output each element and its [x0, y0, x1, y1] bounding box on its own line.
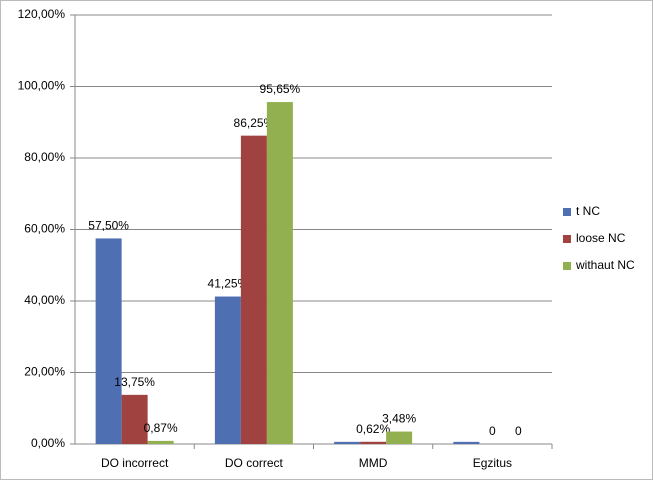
bar	[334, 441, 361, 444]
data-label: 57,50%	[88, 219, 129, 233]
y-tick-label: 40,00%	[24, 293, 65, 307]
y-tick-label: 120,00%	[18, 7, 66, 21]
data-label: 13,75%	[114, 375, 155, 389]
y-tick-label: 0,00%	[31, 436, 65, 450]
data-label: 86,25%	[234, 116, 275, 130]
data-label: 0,62%	[356, 422, 390, 436]
x-tick-label: DO incorrect	[101, 456, 169, 470]
data-label: 95,65%	[260, 82, 301, 96]
bar	[214, 296, 241, 444]
bar	[147, 440, 174, 444]
x-tick-label: MMD	[359, 456, 388, 470]
y-tick-label: 100,00%	[18, 79, 66, 93]
y-tick-label: 80,00%	[24, 150, 65, 164]
legend-label: loose NC	[576, 231, 626, 245]
data-label: 3,48%	[382, 412, 416, 426]
bar	[360, 441, 387, 444]
data-label: 0	[489, 424, 496, 438]
legend-swatch	[563, 208, 571, 216]
data-label: 41,25%	[208, 277, 249, 291]
bar	[386, 431, 413, 444]
bar	[95, 238, 122, 444]
data-label: 0	[515, 424, 522, 438]
y-tick-label: 60,00%	[24, 222, 65, 236]
legend-label: withaut NC	[575, 258, 635, 272]
bar	[266, 102, 293, 445]
bar	[453, 441, 480, 444]
x-tick-label: DO correct	[225, 456, 284, 470]
x-tick-label: Egzitus	[473, 456, 512, 470]
y-tick-label: 20,00%	[24, 365, 65, 379]
legend-label: t NC	[576, 204, 600, 218]
legend-swatch	[563, 262, 571, 270]
bar	[240, 135, 267, 444]
legend-swatch	[563, 235, 571, 243]
bar	[121, 394, 148, 444]
data-label: 0,87%	[144, 421, 178, 435]
